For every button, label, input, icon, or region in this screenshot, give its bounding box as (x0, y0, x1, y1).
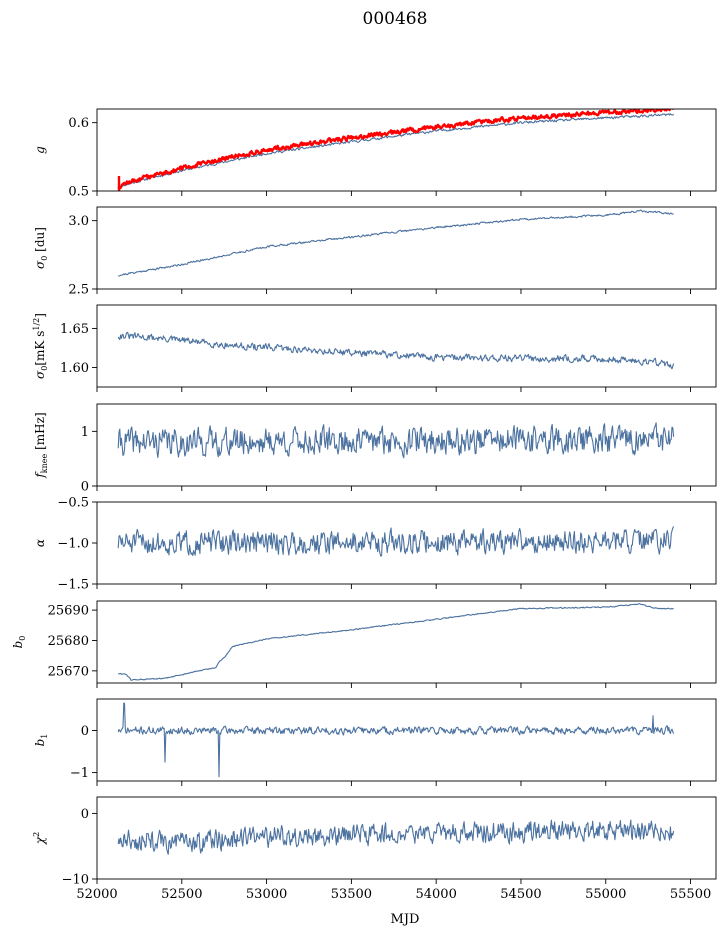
y-tick-label: 0 (81, 807, 89, 822)
series-g (117, 113, 675, 191)
x-tick-label: 54000 (415, 887, 456, 902)
y-tick-label: 25690 (48, 604, 89, 619)
y-tick-label: 0 (81, 480, 89, 495)
panels: 0.5 0.6 g 2.5 3.0 σ0 [du] 1.60 1.65 σ0[mK s1/2] 0… (11, 108, 717, 902)
x-tick-label: 54500 (500, 887, 541, 902)
y-axis-label: g (33, 146, 47, 154)
y-axis-label: b0 (11, 636, 27, 649)
panel-alpha: −1.5 −1.0 −0.5 α (33, 496, 717, 593)
x-tick-label: 55500 (670, 887, 711, 902)
figure-title: 000468 (363, 9, 428, 29)
y-tick-label: −1 (70, 766, 89, 781)
y-axis-label: χ2 (32, 832, 47, 845)
panel-fknee: 0 1 fknee [mHz] (33, 403, 717, 495)
y-tick-label: 0 (81, 724, 89, 739)
panel-b0: 25670 25680 25690 b0 (11, 600, 717, 688)
y-tick-label: −0.5 (57, 496, 89, 511)
panel-sigma0-mk: 1.60 1.65 σ0[mK s1/2] (32, 304, 717, 392)
y-tick-label: 1.60 (60, 361, 89, 376)
y-tick-label: 3.0 (68, 214, 89, 229)
axes-frame (96, 698, 717, 782)
panel-chi2: −10 0 52000 52500 53000 53500 54000 54500 55000 5… (32, 796, 717, 902)
axes-frame (96, 796, 717, 880)
axes-frame (96, 304, 717, 388)
axes-frame (96, 108, 717, 192)
series-sigma0_mk (117, 331, 675, 370)
axes-frame (96, 206, 717, 290)
series-sigma0_du (118, 209, 674, 277)
x-tick-label: 53500 (331, 887, 372, 902)
axes-frame (96, 600, 717, 684)
axes-frame (96, 403, 717, 487)
y-axis-label: σ0 [du] (33, 227, 49, 269)
series-chi2 (117, 819, 675, 855)
y-axis-label: fknee [mHz] (33, 412, 49, 478)
panel-b1: −1 0 b1 (33, 698, 717, 786)
y-tick-label: 25680 (48, 634, 89, 649)
y-tick-label: −1.5 (57, 578, 89, 593)
series-alpha (117, 526, 675, 557)
x-tick-label: 53000 (246, 887, 287, 902)
y-axis-label: b1 (33, 734, 49, 747)
series-b1 (117, 702, 675, 778)
y-tick-label: 1.65 (60, 322, 89, 337)
panel-sigma0-du: 2.5 3.0 σ0 [du] (33, 206, 717, 298)
series-g_red (117, 109, 675, 191)
y-tick-label: 2.5 (68, 283, 89, 298)
panel-g: 0.5 0.6 g (33, 108, 717, 200)
y-tick-label: 0.5 (68, 185, 89, 200)
x-tick-label: 52000 (76, 887, 117, 902)
x-tick-label: 52500 (161, 887, 202, 902)
y-tick-label: 1 (81, 425, 89, 440)
x-tick-label: 55000 (585, 887, 626, 902)
y-tick-label: 25670 (48, 664, 89, 679)
y-axis-label: α (33, 539, 47, 547)
y-tick-label: −1.0 (57, 537, 89, 552)
y-tick-label: −10 (62, 873, 89, 888)
y-axis-label: σ0[mK s1/2] (32, 313, 49, 379)
x-axis-label: MJD (391, 912, 420, 927)
series-fknee (117, 422, 675, 459)
y-tick-label: 0.6 (68, 116, 89, 131)
series-b0 (117, 603, 674, 681)
